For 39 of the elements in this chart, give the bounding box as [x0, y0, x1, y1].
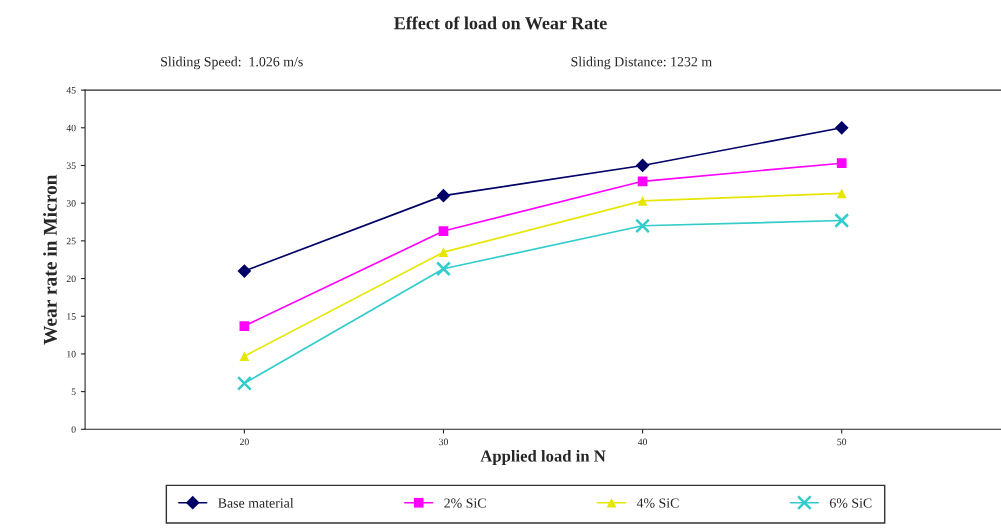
point	[435, 261, 451, 277]
x-tick-label: 40	[637, 438, 648, 446]
chart-title: Effect of load on Wear Rate	[394, 16, 607, 30]
legend-label: 2% SiC	[444, 498, 486, 508]
x-tick-label: 20	[239, 438, 249, 446]
y-tick-label: 25	[66, 237, 76, 245]
point	[836, 158, 847, 169]
y-tick-label: 35	[66, 162, 76, 169]
legend-label: 4% SiC	[636, 498, 679, 508]
point	[635, 158, 650, 173]
x-axis-title: Applied load in N	[480, 449, 606, 466]
point	[438, 247, 449, 258]
text: Sliding Speed: 1.026 m/s	[161, 56, 303, 70]
point	[436, 188, 451, 203]
point	[239, 321, 250, 331]
y-tick-label: 45	[66, 87, 76, 94]
point	[637, 176, 648, 187]
point	[237, 264, 252, 278]
point	[637, 196, 648, 206]
point	[834, 120, 849, 135]
point	[836, 188, 847, 199]
y-tick-label: 5	[71, 388, 76, 396]
y-tick-label: 30	[66, 200, 76, 207]
x-tick-label: 30	[439, 438, 448, 446]
x-tick-label: 50	[837, 438, 847, 446]
legend-label: Base material	[218, 497, 294, 508]
y-axis-title: Wear rate in Micron	[43, 174, 57, 345]
point	[438, 226, 449, 236]
legend-label: 6% SiC	[829, 498, 872, 508]
y-tick-label: 0	[71, 426, 76, 433]
point	[834, 213, 850, 228]
y-tick-label: 15	[67, 313, 76, 320]
y-tick-label: 40	[66, 124, 76, 132]
point	[635, 218, 651, 234]
point	[239, 351, 250, 362]
y-tick-label: 20	[66, 275, 76, 283]
text: Sliding Distance: 1232 m	[571, 56, 712, 70]
point	[236, 375, 252, 391]
y-tick-label: 10	[67, 350, 76, 358]
